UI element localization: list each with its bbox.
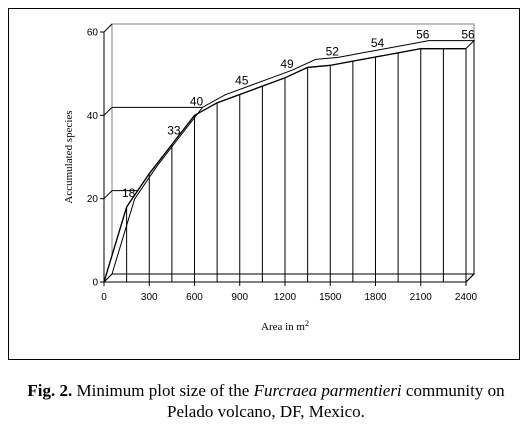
x-tick-label: 1200 (274, 292, 297, 303)
data-label: 56 (461, 28, 475, 42)
y-tick-label: 40 (87, 111, 99, 122)
x-tick-label: 2400 (455, 292, 478, 303)
area-fill-layer (103, 39, 476, 284)
data-label: 18 (122, 186, 136, 200)
figure-caption: Fig. 2. Minimum plot size of the Furcrae… (0, 380, 532, 422)
x-tick-label: 1800 (364, 292, 387, 303)
series-line (103, 48, 466, 283)
y-axis-label: Accumulated species (63, 110, 75, 203)
data-labels: 18 33 40 45 49 52 54 56 56 (122, 28, 475, 200)
caption-species: Furcraea parmentieri (253, 381, 402, 400)
axes (100, 23, 476, 286)
y-tick-label: 20 (87, 194, 99, 205)
x-tick-label: 900 (231, 292, 248, 303)
x-tick-label: 1500 (319, 292, 342, 303)
caption-text-before: Minimum plot size of the (72, 381, 254, 400)
data-label: 54 (371, 36, 385, 50)
x-axis-label: Area in m2 (261, 319, 309, 333)
caption-prefix: Fig. 2. (27, 381, 73, 400)
y-tick-label: 60 (87, 28, 99, 39)
side-wall-top (103, 23, 113, 33)
x-tick-label: 300 (141, 292, 158, 303)
caption-line-1: Fig. 2. Minimum plot size of the Furcrae… (0, 380, 532, 401)
caption-text-after: community on (401, 381, 505, 400)
x-tick-label: 600 (186, 292, 203, 303)
data-label: 49 (280, 57, 294, 71)
area-end-face (465, 39, 475, 284)
data-label: 52 (326, 44, 340, 58)
data-label: 40 (190, 94, 204, 108)
x-axis-label-superscript: 2 (305, 319, 309, 328)
x-tick-label: 2100 (410, 292, 433, 303)
data-label: 56 (416, 28, 430, 42)
caption-line-2: Pelado volcano, DF, Mexico. (167, 402, 365, 421)
x-tick-label: 0 (101, 292, 107, 303)
data-label: 45 (235, 74, 249, 88)
y-tick-label: 0 (92, 278, 98, 289)
data-label: 33 (167, 124, 181, 138)
